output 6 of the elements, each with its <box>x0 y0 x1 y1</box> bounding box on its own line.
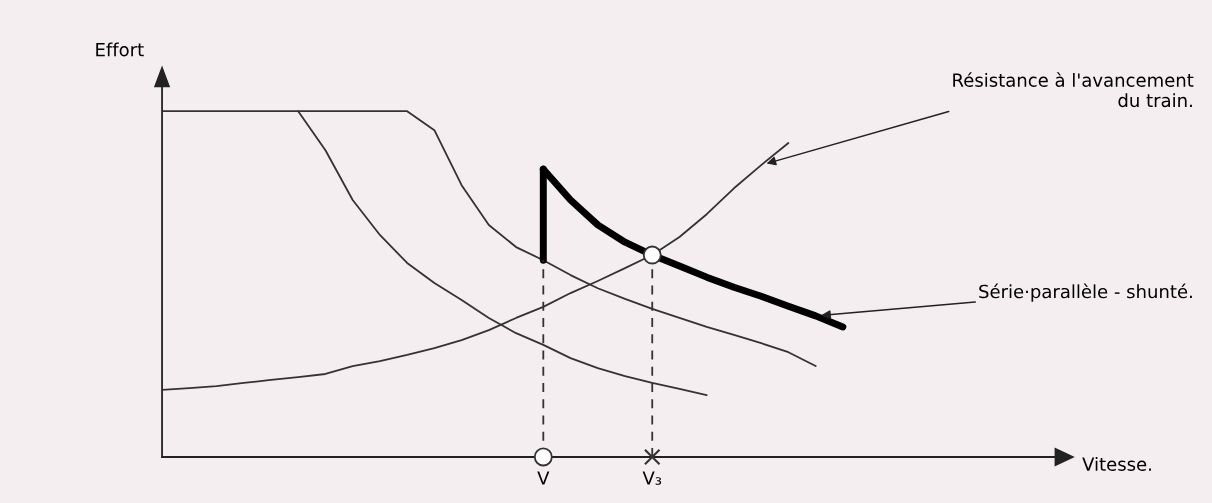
x-tick-label: V <box>537 471 550 485</box>
text: Série·parallèle - shunté. <box>979 283 1192 302</box>
x-tick-label: V₃ <box>642 471 662 485</box>
text: Résistance à l'avancement du train. <box>953 72 1194 108</box>
y-axis-title: Effort <box>96 42 144 57</box>
x-axis-title: Vitesse. <box>1082 456 1151 471</box>
